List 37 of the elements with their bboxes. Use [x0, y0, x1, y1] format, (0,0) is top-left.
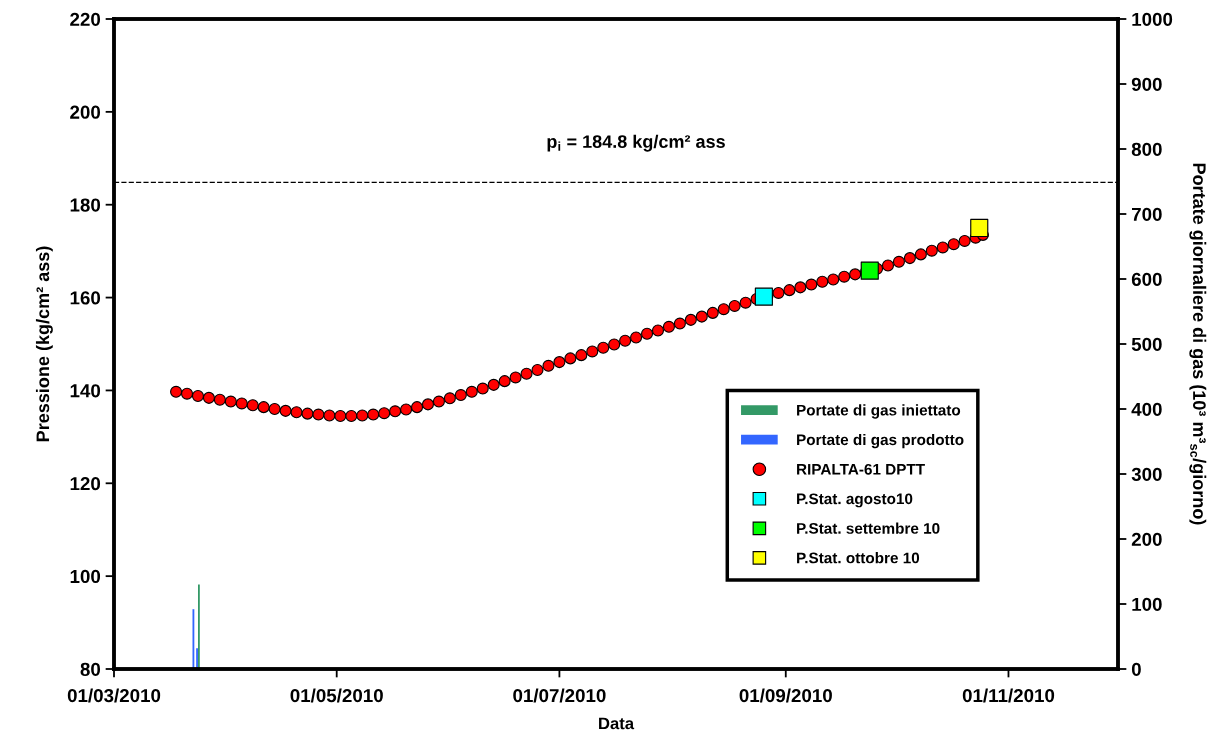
y2-tick-label: 500 — [1131, 337, 1162, 351]
x-tick-label: 01/09/2010 — [739, 688, 832, 703]
point — [970, 218, 989, 237]
x-tick-label: 01/05/2010 — [290, 688, 383, 703]
x-tick-label: 01/07/2010 — [513, 688, 606, 703]
y2-axis-title: Portate giornaliere di gas (10³ m³$_{sc}$/giorno) — [1189, 163, 1207, 525]
y2-tick-label: 700 — [1132, 207, 1162, 221]
y-tick-label: 160 — [70, 291, 101, 305]
y2-tick-label: 300 — [1131, 467, 1162, 481]
y2-tick-label: 800 — [1131, 142, 1162, 156]
point — [860, 261, 879, 280]
y2-tick-label: 200 — [1131, 532, 1162, 546]
y-axis-title: Pressione (kg/cm² ass) — [35, 246, 53, 442]
x-tick-label: 01/11/2010 — [962, 688, 1055, 703]
legend-label: P.Stat. settembre 10 — [797, 522, 940, 534]
legend-label: P.Stat. ottobre 10 — [797, 552, 920, 564]
point — [754, 287, 773, 306]
y-tick-label: 220 — [70, 12, 101, 26]
ref-line-label: p$_{i}$ = 184.8 kg/cm² ass — [547, 134, 725, 152]
y-tick-label: 120 — [70, 476, 101, 491]
legend-label: P.Stat. agosto10 — [797, 493, 913, 508]
y-tick-label: 200 — [70, 105, 101, 119]
y2-tick-label: 400 — [1131, 402, 1162, 416]
y-tick-label: 140 — [70, 384, 101, 398]
legend-label: Portate di gas prodotto — [797, 433, 964, 449]
y2-tick-label: 1000 — [1132, 12, 1173, 26]
x-axis-title: Data — [599, 717, 635, 730]
y-tick-label: 80 — [80, 662, 101, 676]
y-tick-label: 180 — [70, 198, 101, 212]
y2-tick-label: 900 — [1131, 77, 1162, 91]
y-tick-label: 100 — [70, 569, 101, 584]
legend-label: RIPALTA-61 DPTT — [797, 463, 925, 475]
y2-tick-label: 100 — [1132, 597, 1162, 611]
x-tick-label: 01/03/2010 — [67, 688, 161, 703]
legend-label: Portate di gas iniettato — [797, 404, 961, 419]
y2-tick-label: 600 — [1131, 272, 1162, 286]
y2-tick-label: 0 — [1131, 662, 1141, 676]
